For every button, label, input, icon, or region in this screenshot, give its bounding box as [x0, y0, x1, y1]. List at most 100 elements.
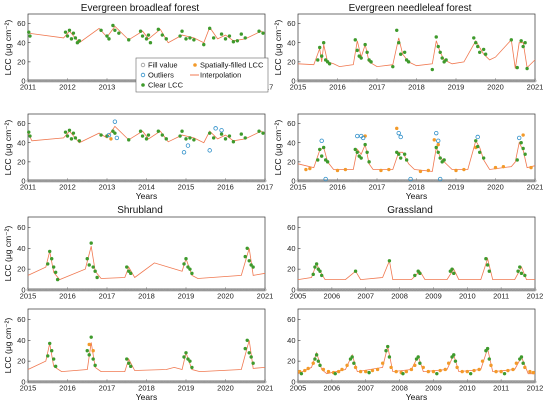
outlier-point — [319, 138, 324, 143]
clear-lcc-point — [485, 346, 490, 351]
fill-value-marker — [263, 380, 267, 384]
x-tick-label: 2009 — [425, 292, 442, 301]
clear-lcc-point — [316, 158, 320, 162]
clear-lcc-point — [63, 30, 68, 34]
spatial-lcc-point — [521, 133, 525, 137]
spatial-lcc-point — [443, 367, 447, 372]
fill-value-marker — [533, 380, 537, 384]
clear-lcc-point — [430, 67, 434, 72]
clear-lcc-point — [69, 37, 74, 41]
spatial-lcc-point — [387, 167, 391, 172]
plot-frame — [297, 216, 536, 291]
x-tick-label: 2011 — [20, 183, 36, 192]
clear-lcc-point — [93, 363, 97, 368]
clear-lcc-point — [436, 150, 440, 154]
interpolation-line — [27, 25, 266, 44]
spatial-lcc-point — [432, 138, 436, 142]
clear-lcc-point — [483, 52, 488, 56]
spatial-lcc-point — [426, 168, 431, 173]
clear-lcc-point — [523, 152, 527, 156]
interpolation-line — [27, 246, 266, 281]
x-tick-label: 2006 — [324, 384, 341, 393]
y-tick-label: 40 — [17, 138, 25, 147]
y-tick-label: 60 — [17, 315, 25, 324]
spatial-lcc-point — [404, 369, 409, 374]
clear-lcc-point — [365, 50, 369, 54]
spatial-lcc-point — [472, 368, 476, 373]
clear-lcc-point — [91, 357, 95, 361]
clear-lcc-point — [50, 349, 54, 353]
x-tick-label: 2021 — [527, 83, 544, 92]
clear-lcc-point — [138, 129, 143, 133]
clear-lcc-point — [478, 50, 482, 54]
x-tick-label: 2017 — [99, 292, 116, 301]
y-tick-label: 60 — [287, 119, 295, 128]
clear-lcc-point — [481, 156, 486, 160]
clear-lcc-point — [211, 136, 216, 140]
clear-lcc-point — [452, 271, 456, 276]
outlier-point — [360, 135, 366, 141]
x-tick-label: 2020 — [217, 384, 234, 393]
clear-lcc-point — [519, 141, 523, 145]
outlier-point — [114, 135, 120, 141]
clear-lcc-point — [140, 34, 145, 38]
spatial-lcc-point — [394, 369, 398, 374]
clear-lcc-point — [397, 41, 401, 45]
y-tick-label: 40 — [287, 38, 295, 47]
legend-interpolation: Interpolation — [200, 71, 241, 80]
clear-lcc-point — [95, 275, 99, 280]
clear-lcc-point — [523, 273, 527, 278]
clear-lcc-point — [523, 41, 527, 45]
clear-lcc-point — [478, 150, 482, 154]
x-tick-label: 2012 — [527, 384, 544, 393]
x-tick-label: 2018 — [408, 83, 425, 92]
spatial-lcc-point — [446, 361, 451, 365]
spatial-lcc-point — [413, 363, 417, 368]
clear-lcc-point — [516, 269, 520, 273]
panel-grass-bottom: 0 20 40 60 2005 2006 2007 2008 2009 2010 2011 2012 Y… — [287, 308, 544, 402]
spatial-lcc-point — [506, 368, 510, 373]
clear-lcc-point — [105, 34, 109, 38]
clear-lcc-point — [261, 31, 265, 35]
y-axis-label: LCC (μg cm⁻²) — [3, 318, 13, 374]
clear-lcc-point — [188, 36, 192, 40]
y-tick-label: 60 — [287, 223, 295, 232]
title-evergreen-needleleaf: Evergreen needleleaf forest — [349, 3, 472, 14]
clear-lcc-point — [525, 66, 529, 71]
clear-lcc-point — [515, 65, 519, 70]
clear-lcc-point — [485, 263, 490, 267]
title-grassland: Grassland — [387, 205, 433, 216]
clear-lcc-point — [53, 364, 58, 369]
clear-lcc-point — [243, 254, 247, 259]
spatial-lcc-point — [426, 369, 431, 374]
x-tick-label: 2019 — [178, 384, 195, 393]
outlier-point — [323, 176, 328, 182]
y-tick-label: 0 — [291, 286, 295, 295]
spatial-lcc-point — [409, 367, 414, 372]
clear-lcc-point — [434, 145, 438, 150]
clear-lcc-point — [474, 139, 478, 143]
x-tick-label: 2013 — [99, 183, 116, 192]
clear-lcc-point — [27, 30, 31, 34]
panel-ebf-bottom: 0 20 40 60 2011 2012 2013 2014 2015 2016 2017 LCC (… — [3, 113, 273, 201]
clear-lcc-point — [127, 361, 131, 365]
clear-lcc-point — [67, 28, 72, 32]
x-tick-label: 2015 — [178, 183, 195, 192]
x-tick-label: 2021 — [257, 292, 274, 301]
clear-lcc-point — [320, 54, 324, 58]
plot-frame — [27, 216, 266, 291]
legend-fill-value: Fill value — [148, 61, 178, 70]
clear-lcc-point — [182, 262, 186, 266]
clear-lcc-point — [51, 265, 56, 269]
y-tick-label: 20 — [287, 157, 295, 166]
fill-value-marker — [533, 79, 537, 83]
clear-lcc-point — [365, 150, 369, 154]
interpolation-line — [297, 37, 536, 69]
clear-lcc-point — [355, 48, 359, 53]
clear-lcc-point — [184, 351, 188, 355]
clear-lcc-point — [311, 272, 315, 277]
spatial-lcc-point — [460, 369, 464, 374]
y-tick-label: 20 — [287, 265, 295, 274]
panel-enf-top: 0 20 40 60 2015 2016 2017 2018 2019 2020 2021 LCC (… — [273, 13, 544, 92]
